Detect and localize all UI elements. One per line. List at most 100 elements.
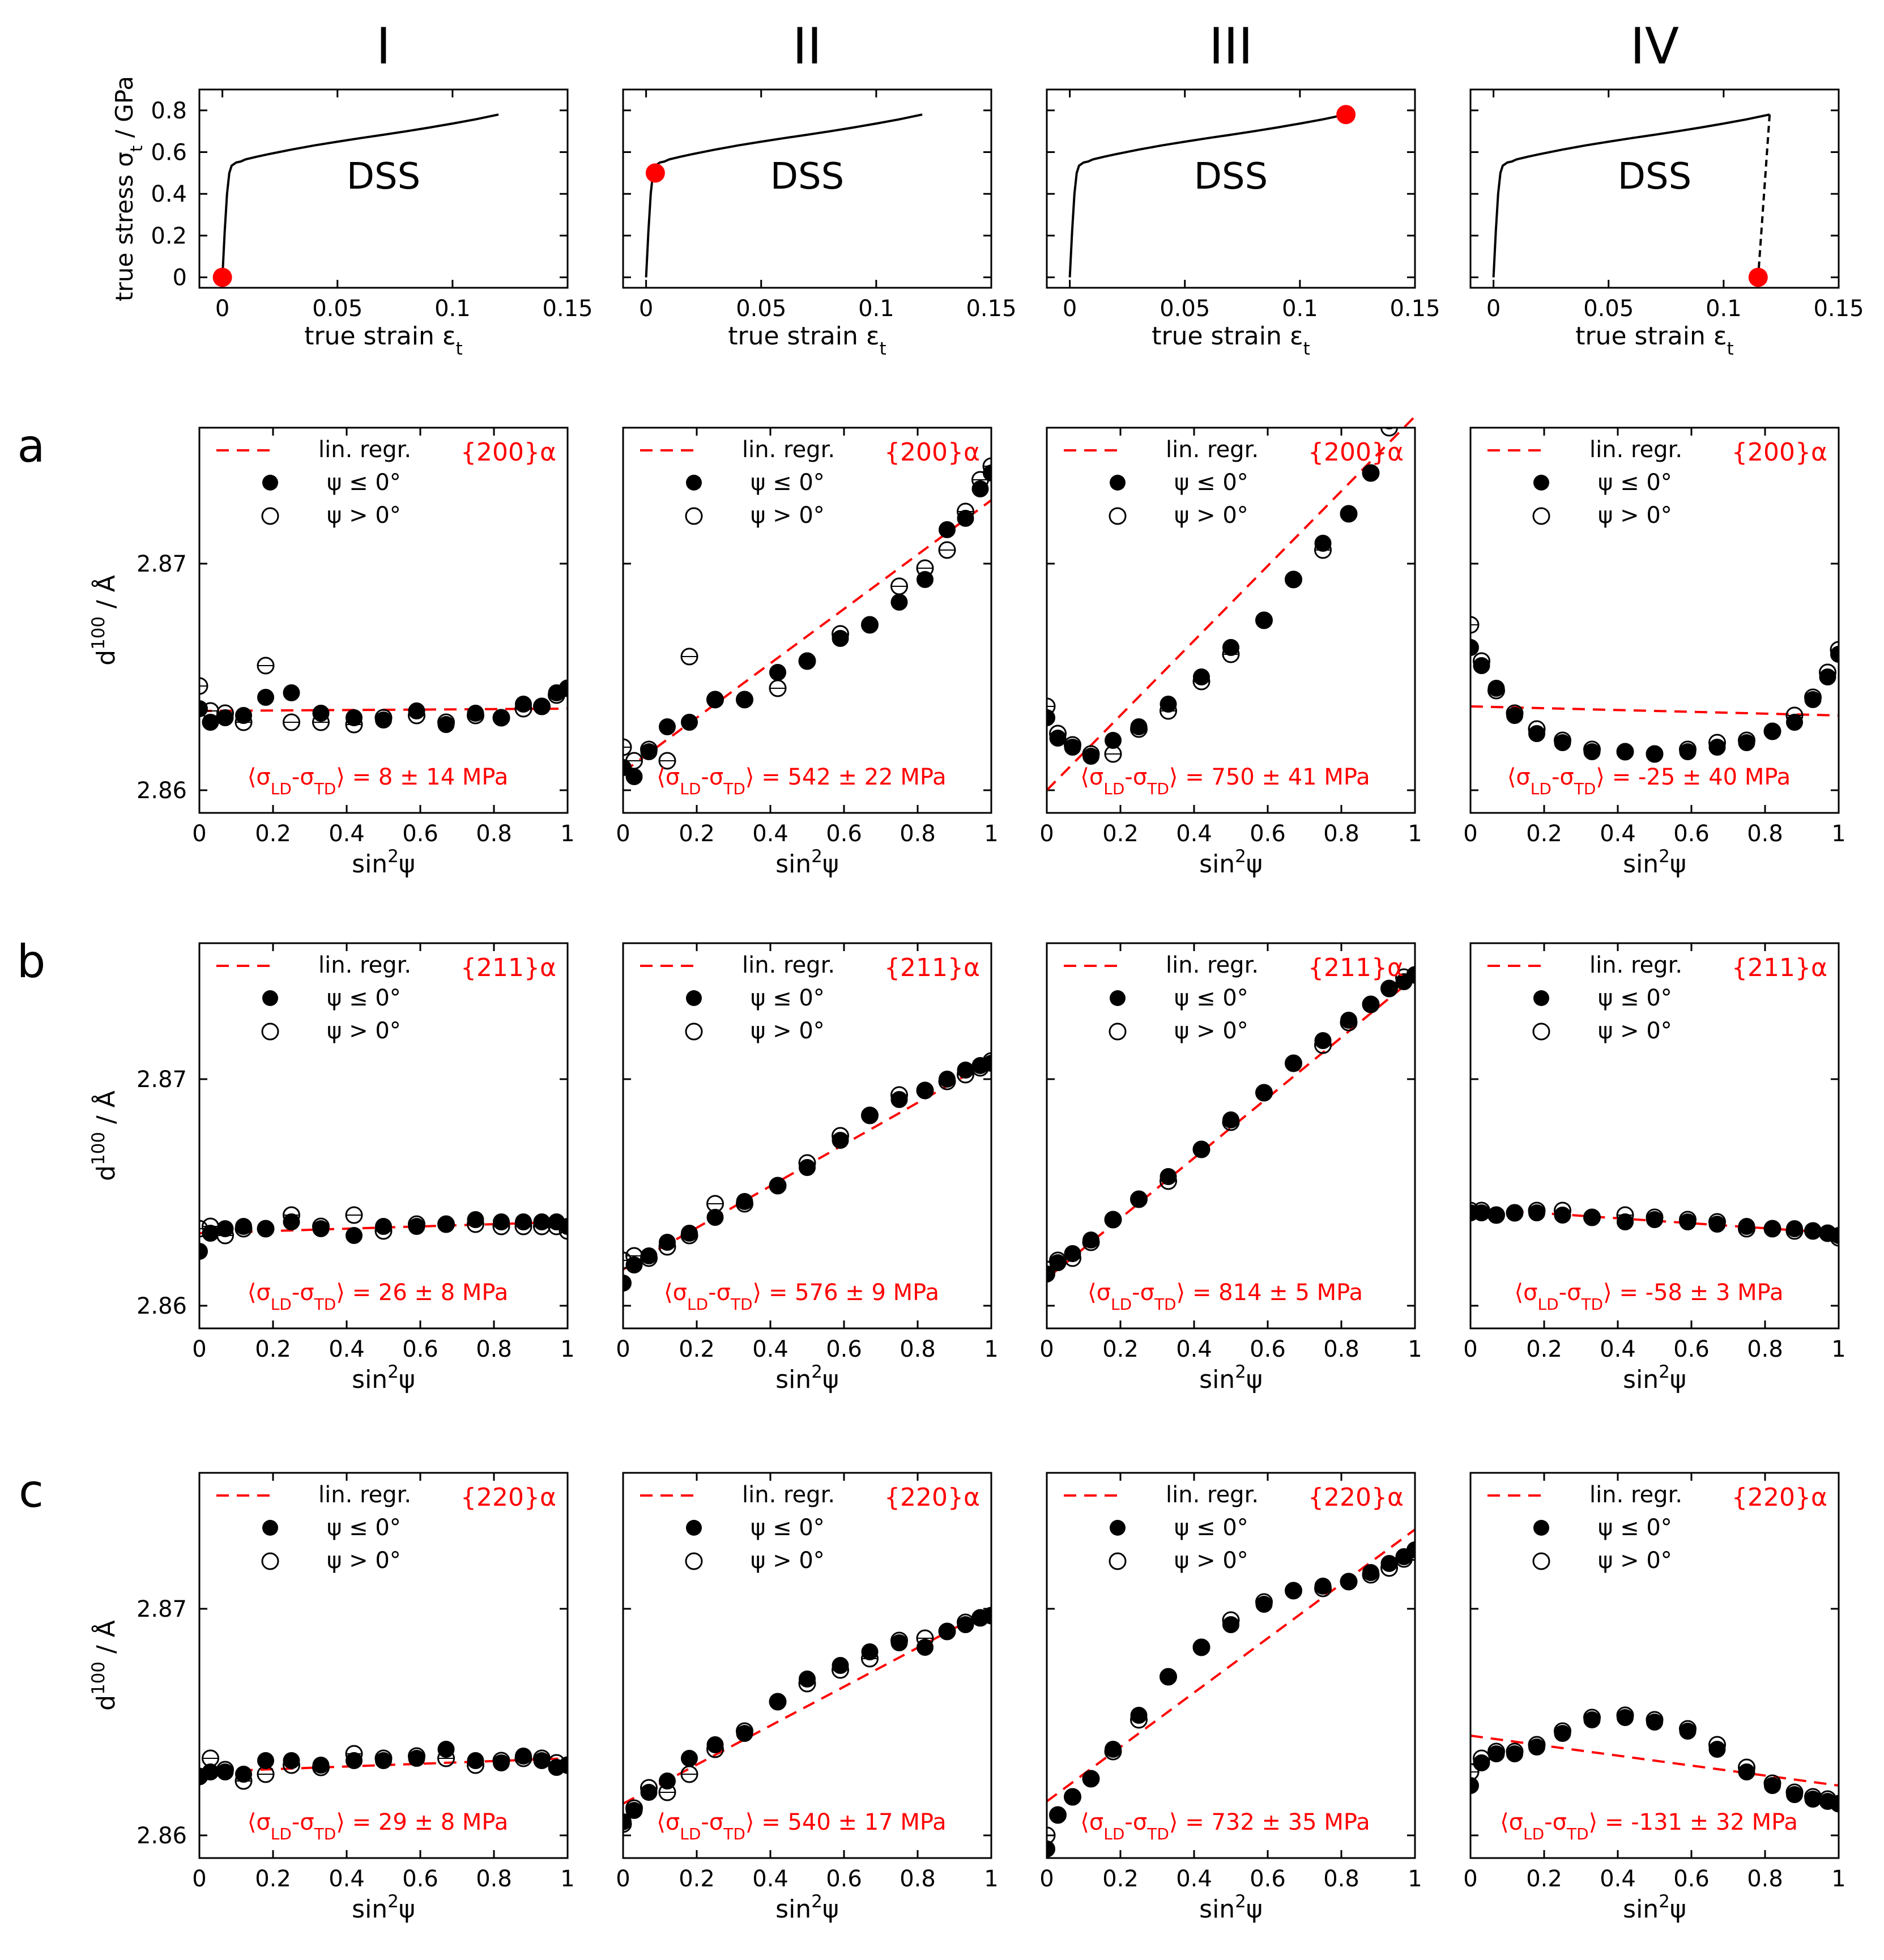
legend-psi-pos-label: ψ > 0°	[751, 502, 825, 529]
x-axis-label: sin2ψ	[1199, 1362, 1263, 1394]
legend-psi-pos-label: ψ > 0°	[1598, 1018, 1672, 1044]
stress-result-label: ⟨σLD-σTD⟩ = 8 ± 14 MPa	[248, 764, 509, 798]
panel-I-top: 0 0.05 0.1 0.15 0 0.2 0.4 0.6 0.8 DSS true strain …	[110, 76, 593, 359]
data-point-psi-neg	[623, 1275, 632, 1292]
panel-a-III: 0 0.2 0.4 0.6 0.8 1 lin. regr. ψ ≤ 0° ψ > 0° {200…	[1039, 352, 1423, 879]
legend-psi-neg-label: ψ ≤ 0°	[327, 1515, 401, 1541]
legend-psi-pos-swatch	[1532, 507, 1550, 525]
x-tick-label: 0.2	[1526, 1866, 1562, 1892]
column-title-III: III	[1209, 17, 1253, 75]
points-group	[1470, 1706, 1839, 1813]
legend-regression-label: lin. regr.	[742, 437, 835, 463]
points-group	[199, 1741, 568, 1790]
data-point-psi-neg	[917, 1639, 934, 1656]
legend-regression-label: lin. regr.	[318, 1482, 411, 1508]
x-tick-label: 0.15	[1389, 296, 1440, 322]
x-axis-label: sin2ψ	[775, 846, 839, 879]
panel-c-IV: 0 0.2 0.4 0.6 0.8 1 lin. regr. ψ ≤ 0° ψ > 0° {220…	[1463, 1473, 1846, 1924]
points-group	[1047, 1541, 1415, 1857]
stress-strain-curve	[1068, 113, 1346, 278]
legend-psi-neg-label: ψ ≤ 0°	[1598, 1515, 1672, 1541]
data-point-psi-neg	[1105, 732, 1122, 749]
x-tick-label: 0	[616, 1866, 630, 1892]
legend-psi-neg-label: ψ ≤ 0°	[327, 470, 401, 496]
regression-line	[1470, 1735, 1839, 1787]
x-tick-label: 0.1	[858, 296, 894, 322]
data-point-psi-pos	[1407, 352, 1423, 368]
stress-result-label: ⟨σLD-σTD⟩ = -25 ± 40 MPa	[1507, 764, 1791, 798]
points-group	[1470, 1201, 1839, 1247]
x-tick-label: 0.05	[736, 296, 786, 322]
x-tick-label: 0	[192, 1866, 206, 1892]
legend-psi-neg-swatch	[1533, 475, 1549, 491]
regression-line	[623, 1608, 992, 1805]
data-point-psi-neg	[1617, 1213, 1634, 1230]
x-tick-label: 0.8	[1747, 1866, 1783, 1892]
x-tick-label: 0	[1063, 296, 1077, 322]
panel-a-II: 0 0.2 0.4 0.6 0.8 1 lin. regr. ψ ≤ 0° ψ > 0° {200…	[616, 428, 999, 879]
reflection-label: {211}α	[1308, 953, 1404, 982]
x-tick-label: 0.6	[1250, 821, 1286, 847]
reflection-label: {220}α	[1732, 1483, 1827, 1512]
x-tick-label: 0.6	[402, 1336, 438, 1362]
legend-psi-neg-label: ψ ≤ 0°	[1598, 985, 1672, 1011]
legend-psi-neg-swatch	[1110, 990, 1126, 1006]
x-tick-label: 0.4	[1600, 821, 1636, 847]
data-point-psi-neg	[346, 1227, 363, 1244]
x-axis-label: sin2ψ	[1199, 1891, 1263, 1924]
legend-psi-pos-swatch	[1109, 1552, 1127, 1570]
points-group	[1470, 616, 1839, 763]
row-label-b: b	[17, 935, 46, 988]
legend-psi-neg-label: ψ ≤ 0°	[1174, 1515, 1248, 1541]
x-tick-label: 0	[192, 1336, 206, 1362]
x-tick-label: 0.2	[1102, 1866, 1139, 1892]
data-point-psi-neg	[1407, 352, 1423, 368]
x-tick-label: 0.8	[900, 1866, 936, 1892]
legend-psi-pos-swatch	[261, 1552, 279, 1570]
plot-frame-b-IV	[1469, 942, 1840, 1330]
legend-psi-neg-swatch	[1533, 1520, 1549, 1536]
data-point-psi-neg	[890, 594, 908, 611]
x-tick-label: 1	[1831, 1866, 1845, 1892]
panel-b-I: 0 0.2 0.4 0.6 0.8 1 2.86 2.87 lin. regr. ψ ≤ 0° ψ …	[88, 943, 575, 1394]
y-tick-label: 2.86	[137, 1823, 187, 1849]
regression-line	[1046, 1528, 1416, 1803]
legend-psi-pos-swatch	[1532, 1552, 1550, 1570]
plot-frame-I-top	[198, 88, 569, 289]
legend-psi-neg-label: ψ ≤ 0°	[1598, 470, 1672, 496]
material-label: DSS	[1194, 156, 1268, 198]
stress-strain-curve	[1492, 113, 1770, 278]
regression-line	[622, 499, 992, 773]
legend-psi-pos-label: ψ > 0°	[1174, 1018, 1248, 1044]
points-group	[623, 1607, 991, 1833]
legend-psi-pos-label: ψ > 0°	[751, 1018, 825, 1044]
x-tick-label: 0.2	[679, 1866, 715, 1892]
x-axis-label: sin2ψ	[352, 846, 415, 879]
plot-frame-a-IV	[1469, 427, 1840, 814]
data-point-psi-neg	[1786, 714, 1803, 731]
unloading-line	[1757, 114, 1771, 278]
legend-psi-pos-label: ψ > 0°	[1174, 1548, 1248, 1574]
legend-psi-neg-label: ψ ≤ 0°	[1174, 470, 1248, 496]
x-tick-label: 0.2	[1526, 821, 1562, 847]
x-tick-label: 0.2	[255, 821, 291, 847]
y-tick-label: 0.2	[151, 223, 187, 249]
x-tick-label: 0.8	[1323, 1866, 1359, 1892]
stress-result-label: ⟨σLD-σTD⟩ = 732 ± 35 MPa	[1080, 1809, 1370, 1843]
data-point-psi-neg	[235, 1766, 252, 1783]
x-tick-label: 0	[1039, 1866, 1054, 1892]
data-point-psi-neg	[235, 707, 252, 724]
plot-frame-a-II	[622, 427, 992, 814]
stress-result-label: ⟨σLD-σTD⟩ = 750 ± 41 MPa	[1080, 764, 1370, 798]
row-label-c: c	[19, 1465, 44, 1518]
plot-frame-c-II	[622, 1472, 992, 1859]
legend-psi-pos-label: ψ > 0°	[1174, 502, 1248, 529]
y-tick-label: 2.87	[137, 1067, 187, 1093]
x-tick-label: 0.4	[329, 1866, 365, 1892]
legend-regression-label: lin. regr.	[742, 1482, 835, 1508]
x-tick-label: 1	[984, 821, 998, 847]
x-tick-label: 1	[1408, 1336, 1422, 1362]
plot-frame-II-top	[622, 88, 992, 289]
